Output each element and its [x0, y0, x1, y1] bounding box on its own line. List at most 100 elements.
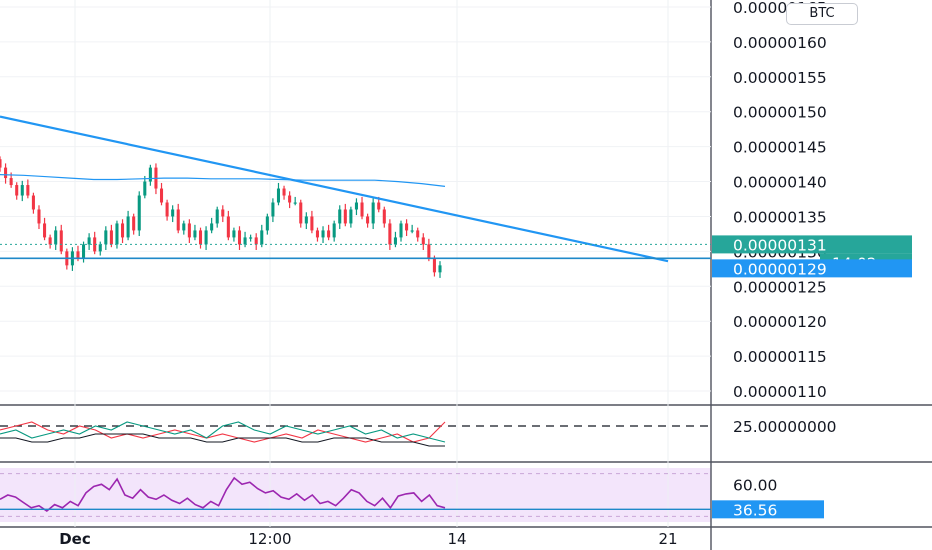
candle[interactable]	[249, 234, 253, 242]
candle[interactable]	[20, 180, 24, 202]
candle[interactable]	[126, 210, 130, 241]
candle-body	[37, 209, 41, 224]
candle-body	[360, 202, 364, 217]
candle[interactable]	[48, 234, 52, 249]
candle[interactable]	[137, 191, 141, 237]
candlestick-series[interactable]	[0, 156, 442, 278]
last-price-tag	[712, 235, 912, 254]
dmi-axis-label: 25.00000000	[733, 418, 837, 436]
candle[interactable]	[193, 224, 197, 241]
candle[interactable]	[371, 198, 375, 230]
candle[interactable]	[327, 224, 331, 241]
candle[interactable]	[254, 233, 258, 250]
candle[interactable]	[421, 233, 425, 250]
candle[interactable]	[109, 224, 113, 248]
candle[interactable]	[59, 224, 63, 255]
candle[interactable]	[332, 220, 336, 242]
candle[interactable]	[93, 231, 97, 255]
rsi-value-tag-text: 36.56	[733, 501, 777, 519]
candle-body	[132, 216, 136, 231]
last-price-tag-text: 0.00000131	[733, 236, 827, 254]
candle[interactable]	[37, 205, 41, 230]
candle[interactable]	[438, 261, 442, 278]
candle[interactable]	[26, 179, 30, 199]
candle[interactable]	[210, 217, 214, 234]
candle-body	[204, 230, 208, 245]
candle[interactable]	[221, 205, 225, 223]
quote-currency-badge[interactable]: BTC	[786, 3, 858, 25]
candle[interactable]	[15, 182, 19, 200]
candle[interactable]	[43, 217, 47, 241]
candle-body	[388, 223, 392, 245]
candle-body	[126, 216, 130, 238]
candle-body	[349, 209, 353, 224]
candle[interactable]	[349, 206, 353, 228]
candle[interactable]	[338, 205, 342, 230]
candle[interactable]	[260, 224, 264, 248]
candle[interactable]	[237, 226, 242, 250]
candle[interactable]	[288, 191, 292, 209]
candle[interactable]	[343, 203, 347, 227]
candle[interactable]	[304, 212, 308, 230]
descending-trendline[interactable]	[0, 115, 669, 263]
candle-body	[215, 209, 219, 224]
candle-body	[410, 230, 414, 232]
candle-body	[93, 237, 97, 252]
time-tick-label: 14	[447, 530, 466, 548]
time-axis[interactable]: Dec 12:00 14 21	[59, 530, 677, 548]
candle[interactable]	[410, 224, 414, 234]
candle[interactable]	[159, 182, 164, 206]
candle[interactable]	[31, 192, 35, 214]
candle[interactable]	[360, 196, 364, 220]
candle[interactable]	[226, 210, 230, 241]
candle[interactable]	[204, 226, 208, 250]
candle[interactable]	[121, 219, 125, 243]
candle[interactable]	[148, 164, 152, 186]
candle[interactable]	[171, 205, 175, 223]
candle-body	[371, 202, 375, 224]
candle[interactable]	[4, 163, 8, 184]
candle[interactable]	[87, 233, 91, 250]
candle[interactable]	[366, 213, 370, 228]
candle-body	[137, 195, 141, 231]
candle[interactable]	[310, 210, 314, 234]
candle[interactable]	[271, 198, 275, 223]
candle[interactable]	[293, 196, 297, 206]
candle[interactable]	[276, 182, 281, 206]
candle[interactable]	[132, 213, 136, 235]
candle[interactable]	[399, 220, 403, 242]
candle[interactable]	[382, 206, 386, 228]
candle[interactable]	[405, 219, 409, 237]
candle[interactable]	[315, 227, 319, 242]
candle[interactable]	[388, 219, 392, 250]
candle-body	[109, 230, 113, 245]
candle[interactable]	[104, 226, 108, 250]
candle[interactable]	[354, 198, 358, 216]
time-tick-label: Dec	[59, 530, 91, 548]
candle[interactable]	[0, 156, 2, 172]
candle-body	[9, 178, 13, 186]
candle-body	[405, 223, 409, 231]
candle[interactable]	[54, 226, 58, 250]
candle[interactable]	[265, 213, 269, 235]
candle[interactable]	[176, 203, 180, 234]
candle-body	[366, 216, 370, 224]
candle[interactable]	[143, 175, 147, 199]
candle-body	[260, 230, 264, 245]
candle-body	[15, 185, 19, 196]
price-tick-label: 0.00000155	[733, 69, 827, 87]
candle[interactable]	[282, 185, 286, 200]
candle[interactable]	[232, 227, 236, 242]
candle[interactable]	[215, 206, 219, 228]
candle[interactable]	[299, 199, 303, 228]
candle[interactable]	[165, 199, 169, 221]
candle[interactable]	[416, 227, 420, 242]
candle[interactable]	[187, 219, 191, 243]
candle[interactable]	[321, 226, 325, 243]
candle-body	[416, 230, 420, 238]
candle[interactable]	[427, 238, 431, 262]
candle-body	[393, 237, 397, 245]
candle[interactable]	[182, 220, 186, 235]
candle[interactable]	[198, 227, 203, 249]
